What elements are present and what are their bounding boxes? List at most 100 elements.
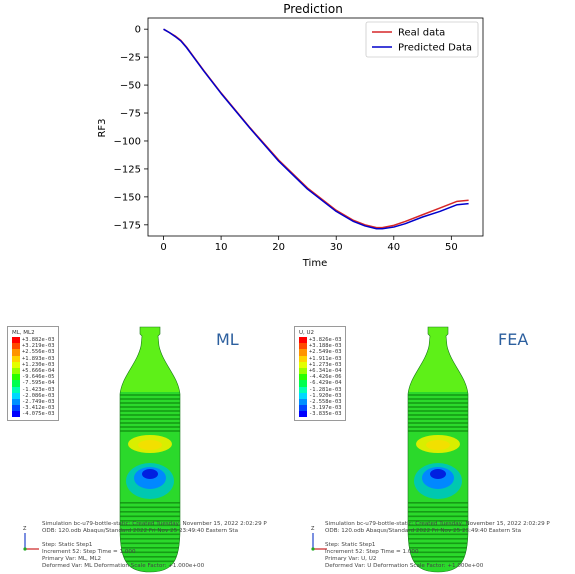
fea-legend-row: +3.188e-03 bbox=[299, 343, 342, 350]
ml-legend-swatch bbox=[12, 337, 20, 344]
ml-legend-value: -4.075e-03 bbox=[22, 411, 55, 418]
ml-legend-row: +3.219e-03 bbox=[12, 343, 54, 350]
fea-legend-swatch bbox=[299, 361, 307, 368]
ml-axis-triad-icon: Z bbox=[23, 526, 39, 551]
fea-legend-value: -1.920e-03 bbox=[309, 392, 342, 399]
fea-legend-row: -1.281e-03 bbox=[299, 386, 342, 393]
fea-legend-swatch bbox=[299, 392, 307, 399]
chart-title: Prediction bbox=[283, 2, 343, 16]
fea-legend-row: +6.341e-04 bbox=[299, 367, 342, 375]
ml-legend-swatch bbox=[12, 361, 20, 368]
series-line-real-data bbox=[163, 28, 469, 229]
fea-legend-swatch bbox=[299, 374, 307, 381]
ml-legend-swatch bbox=[12, 349, 20, 356]
legend-label-real: Real data bbox=[398, 28, 445, 39]
ml-legend-swatch bbox=[12, 355, 20, 362]
ml-legend-value: -2.749e-03 bbox=[22, 398, 55, 405]
x-tick-label: 50 bbox=[445, 242, 458, 253]
ml-legend-value: -9.646e-05 bbox=[22, 374, 55, 381]
ml-legend-value: +2.556e-03 bbox=[22, 349, 55, 356]
ml-legend-row: -7.595e-04 bbox=[12, 380, 55, 387]
ml-sim-info-6: Deformed Var: ML Deformation Scale Facto… bbox=[42, 563, 205, 569]
fea-legend-title: U, U2 bbox=[299, 330, 315, 336]
ml-sim-info-1: Simulation bc-u79-bottle-static: Created… bbox=[42, 521, 267, 527]
ml-legend-value: +1.230e-03 bbox=[22, 361, 55, 368]
ml-legend-row: +3.882e-03 bbox=[12, 337, 55, 344]
fea-bottle-contour bbox=[407, 326, 469, 573]
x-tick-label: 30 bbox=[330, 242, 343, 253]
fea-sim-info-6: Deformed Var: U Deformation Scale Factor… bbox=[325, 563, 484, 569]
ml-sim-info-4: Increment 52: Step Time = 1.000 bbox=[42, 549, 136, 555]
x-axis-ticks: 0 10 20 30 40 50 bbox=[160, 236, 458, 253]
plot-frame bbox=[147, 17, 484, 237]
x-axis-label: Time bbox=[302, 258, 327, 269]
fea-result-panel: U, U2 +3.826e-03 +3.188e-03 +2.549e-03 +1.9… bbox=[288, 318, 575, 573]
fea-legend-value: -2.558e-03 bbox=[309, 398, 342, 405]
svg-text:Z: Z bbox=[23, 526, 27, 532]
ml-legend-swatch bbox=[12, 392, 20, 399]
fea-legend-value: +1.273e-03 bbox=[309, 361, 342, 368]
ml-legend-value: -3.412e-03 bbox=[22, 405, 55, 412]
fea-legend-value: -6.429e-04 bbox=[309, 380, 342, 387]
ml-legend-value: -2.086e-03 bbox=[22, 392, 55, 399]
legend-label-predicted: Predicted Data bbox=[398, 43, 472, 54]
ml-legend-row: -4.075e-03 bbox=[12, 411, 55, 418]
y-axis-label: RF3 bbox=[97, 118, 108, 137]
ml-legend-swatch bbox=[12, 405, 20, 412]
fea-sim-info-1: Simulation bc-u79-bottle-static: Created… bbox=[325, 521, 550, 527]
ml-legend-row: +5.666e-04 bbox=[12, 367, 54, 375]
ml-contour-legend: ML, ML2 +3.882e-03 +3.219e-03 +2.556e-03 +1… bbox=[7, 326, 60, 422]
x-tick-label: 0 bbox=[160, 242, 166, 253]
legend-frame bbox=[365, 21, 479, 58]
fea-legend-row: -6.429e-04 bbox=[299, 380, 342, 387]
ml-legend-row: -3.412e-03 bbox=[12, 405, 55, 412]
fea-legend-rows: +3.826e-03 +3.188e-03 +2.549e-03 +1.911e-03… bbox=[299, 337, 342, 418]
y-tick-label: −75 bbox=[120, 109, 141, 120]
ml-legend-row: +1.893e-03 bbox=[12, 355, 55, 362]
fea-legend-value: -3.197e-03 bbox=[309, 405, 342, 412]
series-line-predicted-data bbox=[163, 28, 469, 230]
fea-legend-value: +6.341e-04 bbox=[309, 368, 342, 375]
fea-legend-swatch bbox=[299, 398, 307, 406]
fea-legend-swatch bbox=[299, 337, 307, 344]
fea-legend-row: -3.197e-03 bbox=[299, 405, 342, 412]
fea-legend-row: -4.426e-06 bbox=[299, 374, 341, 381]
x-tick-label: 10 bbox=[215, 242, 228, 253]
ml-legend-value: -7.595e-04 bbox=[22, 380, 55, 387]
fea-legend-swatch bbox=[299, 355, 307, 362]
ml-sim-info-2: ODB: 120.odb Abaqus/Standard 2022 Fri No… bbox=[42, 528, 239, 534]
y-tick-label: −175 bbox=[114, 220, 141, 231]
ml-legend-rows: +3.882e-03 +3.219e-03 +2.556e-03 +1.893e-03… bbox=[12, 337, 55, 418]
fea-contour-legend: U, U2 +3.826e-03 +3.188e-03 +2.549e-03 +1.9… bbox=[294, 326, 347, 422]
fea-legend-row: +1.911e-03 bbox=[299, 355, 341, 362]
ml-legend-row: +2.556e-03 bbox=[12, 349, 55, 356]
fea-legend-swatch bbox=[299, 386, 307, 393]
y-tick-label: −25 bbox=[120, 53, 141, 64]
ml-legend-row: -1.423e-03 bbox=[12, 386, 54, 393]
fea-legend-row: +1.273e-03 bbox=[299, 361, 342, 368]
fea-legend-value: +3.826e-03 bbox=[309, 337, 342, 344]
prediction-chart: Prediction 0 10 20 30 40 50 0 −25 −50 −75 −100 −12… bbox=[97, 2, 484, 269]
fea-legend-value: +3.188e-03 bbox=[309, 343, 342, 350]
fea-legend-row: -2.558e-03 bbox=[299, 398, 342, 406]
ml-legend-swatch bbox=[12, 380, 20, 387]
ml-legend-value: +1.893e-03 bbox=[22, 355, 55, 362]
ml-bottle-contour bbox=[119, 326, 181, 573]
ml-legend-swatch bbox=[12, 343, 20, 350]
ml-legend-row: -9.646e-05 bbox=[12, 374, 55, 381]
fea-axis-triad-icon: Z bbox=[311, 526, 327, 551]
ml-legend-row: -2.086e-03 bbox=[12, 392, 55, 399]
fea-sim-info-2: ODB: 120.odb Abaqus/Standard 2022 Fri No… bbox=[325, 528, 522, 534]
ml-legend-value: +3.882e-03 bbox=[22, 337, 55, 344]
svg-text:Z: Z bbox=[311, 526, 315, 532]
x-tick-label: 20 bbox=[272, 242, 285, 253]
y-tick-label: −50 bbox=[120, 81, 141, 92]
ml-legend-swatch bbox=[12, 398, 20, 406]
fea-sim-info-3: Step: Static Step1 bbox=[325, 542, 376, 548]
chart-legend: Real data Predicted Data bbox=[365, 21, 479, 58]
fea-legend-swatch bbox=[299, 343, 307, 350]
ml-legend-swatch bbox=[12, 367, 20, 375]
ml-legend-row: -2.749e-03 bbox=[12, 398, 55, 406]
fea-legend-value: -1.281e-03 bbox=[309, 386, 342, 393]
fea-legend-swatch bbox=[299, 380, 307, 387]
